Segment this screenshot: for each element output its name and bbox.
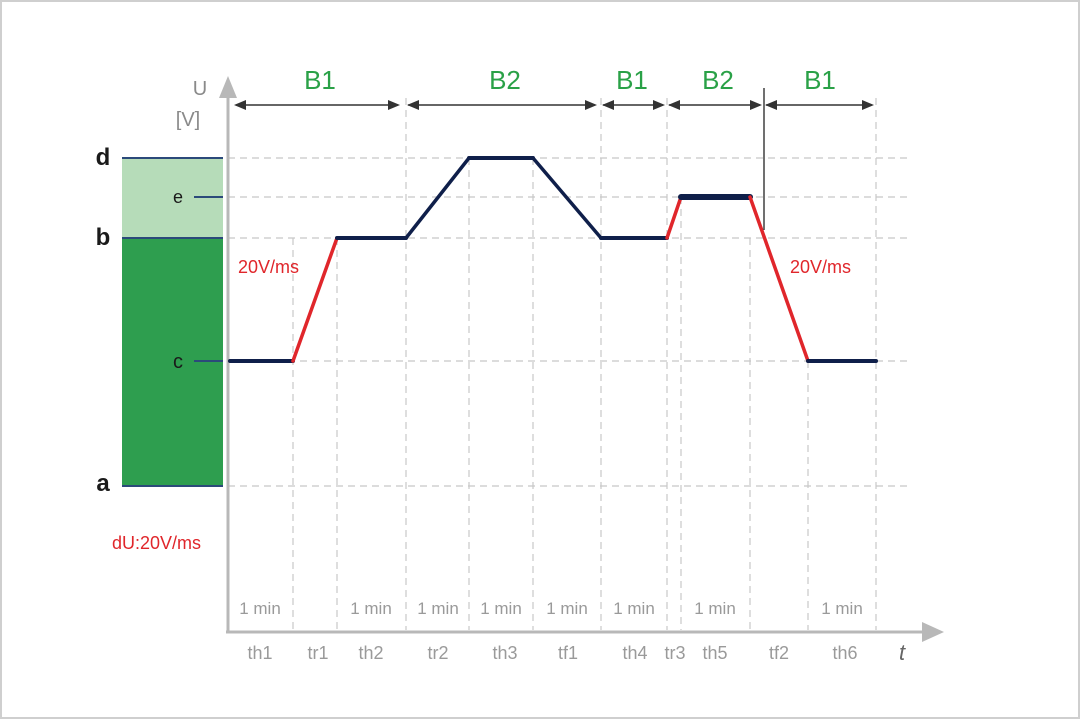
level-label-a: a <box>96 470 110 497</box>
band-arrow <box>765 100 874 110</box>
y-axis-unit: [V] <box>176 109 200 131</box>
slope-label: 20V/ms <box>238 257 299 277</box>
band-arrow <box>407 100 597 110</box>
profile-tf1 <box>531 156 603 240</box>
phase-label: tr2 <box>427 643 448 663</box>
band-label: B1 <box>804 65 836 95</box>
band-arrow <box>234 100 400 110</box>
phase-label: tr3 <box>664 643 685 663</box>
duration-label: 1 min <box>417 599 459 618</box>
band-label: B2 <box>702 65 734 95</box>
level-label-e: e <box>173 187 183 207</box>
phase-label: th4 <box>622 643 647 663</box>
phase-label: th5 <box>702 643 727 663</box>
profile-tr2 <box>404 156 471 240</box>
x-axis-arrow-icon <box>922 622 944 642</box>
level-label-d: d <box>96 144 111 171</box>
slope-note: dU:20V/ms <box>112 533 201 553</box>
x-axis-label: t <box>899 640 906 665</box>
duration-label: 1 min <box>546 599 588 618</box>
duration-label: 1 min <box>480 599 522 618</box>
phase-label: tr1 <box>307 643 328 663</box>
duration-label: 1 min <box>694 599 736 618</box>
band-label: B1 <box>304 65 336 95</box>
slope-label: 20V/ms <box>790 257 851 277</box>
profile-tr1 <box>291 236 339 363</box>
level-label-b: b <box>96 224 111 251</box>
band-arrow <box>668 100 762 110</box>
phase-label: th1 <box>247 643 272 663</box>
duration-label: 1 min <box>350 599 392 618</box>
band-arrow <box>602 100 665 110</box>
profile-tf2 <box>748 195 810 363</box>
phase-label: tf2 <box>769 643 789 663</box>
phase-label: th6 <box>832 643 857 663</box>
level-label-c: c <box>173 351 183 373</box>
phase-label: th2 <box>358 643 383 663</box>
duration-label: 1 min <box>239 599 281 618</box>
profile-tr3 <box>665 195 683 240</box>
duration-label: 1 min <box>821 599 863 618</box>
y-axis-label: U <box>193 78 207 100</box>
y-axis-arrow-icon <box>219 76 237 98</box>
phase-label: tf1 <box>558 643 578 663</box>
phase-label: th3 <box>492 643 517 663</box>
band-label: B1 <box>616 65 648 95</box>
duration-label: 1 min <box>613 599 655 618</box>
band-label: B2 <box>489 65 521 95</box>
